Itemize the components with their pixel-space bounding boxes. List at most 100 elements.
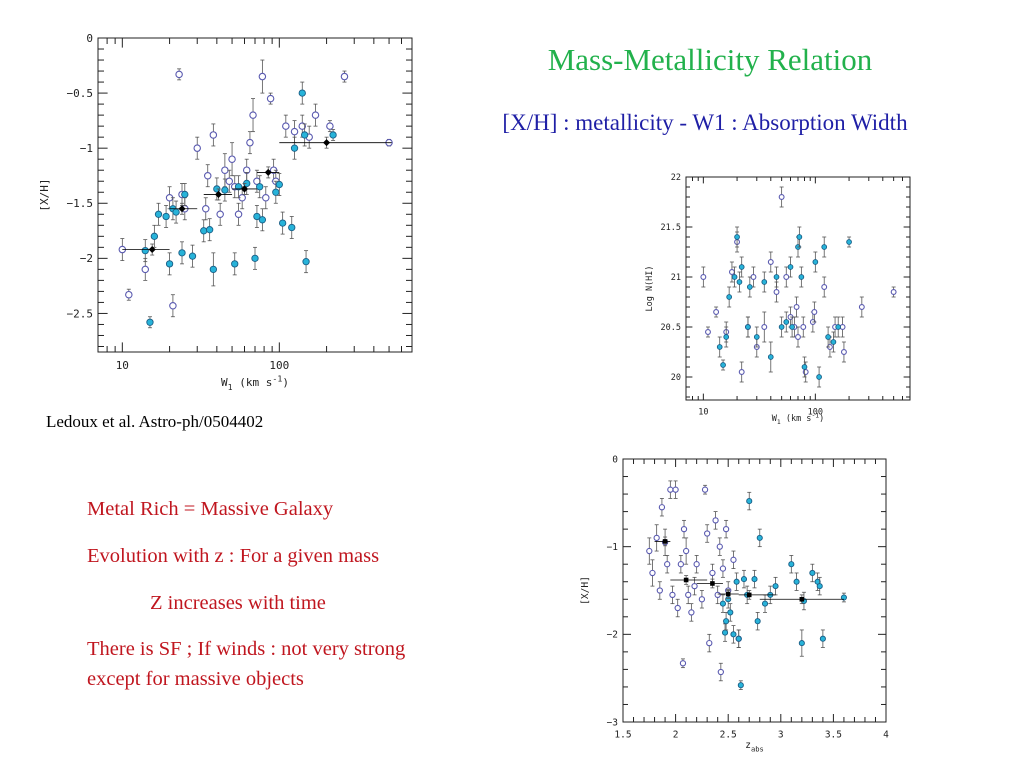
data-point-filled: [761, 600, 769, 607]
y-tick-label: 0: [612, 454, 618, 465]
data-point-open: [738, 369, 745, 375]
data-point-filled: [812, 259, 819, 265]
y-tick-label: 22: [671, 173, 681, 183]
data-point-open: [175, 70, 183, 79]
data-point-filled: [761, 279, 768, 285]
data-point-filled: [730, 631, 737, 638]
data-point-open: [704, 530, 711, 537]
data-point-open: [225, 177, 234, 185]
data-point-filled: [796, 234, 803, 240]
data-point-open: [840, 349, 847, 355]
data-point-open: [821, 284, 828, 290]
y-axis-label: Log N(HI): [645, 265, 655, 311]
data-point-filled: [141, 246, 149, 255]
data-point-filled: [209, 265, 217, 274]
x-tick-label: 3: [778, 730, 784, 741]
data-point-filled: [721, 629, 729, 636]
data-point-filled: [753, 334, 760, 340]
data-point-open: [298, 122, 307, 130]
data-point-open: [262, 194, 270, 202]
data-point-open: [669, 591, 676, 599]
data-point-filled: [234, 183, 243, 191]
data-point-open: [706, 639, 713, 647]
data-point-open: [688, 609, 695, 616]
data-point-filled: [288, 223, 296, 232]
data-point-filled: [206, 226, 214, 234]
data-point-binned: [662, 539, 668, 544]
data-point-open: [691, 582, 698, 590]
y-tick-label: 20: [671, 373, 681, 383]
data-point-filled: [165, 260, 174, 268]
data-point-filled: [290, 144, 299, 152]
data-point-filled: [772, 583, 779, 590]
data-point-open: [677, 561, 685, 568]
data-point-binned: [178, 205, 186, 213]
data-point-binned: [746, 592, 752, 598]
x-tick-label: 100: [269, 359, 289, 372]
data-point-binned: [148, 246, 156, 254]
y-tick-label: −2: [80, 252, 93, 265]
data-point-filled: [278, 219, 287, 227]
y-tick-label: 20.5: [661, 323, 681, 333]
data-point-binned: [710, 581, 715, 586]
data-point-filled: [793, 578, 800, 585]
data-point-open: [811, 309, 818, 315]
x-tick-label: 1.5: [614, 730, 631, 741]
data-point-filled: [801, 364, 808, 370]
data-point-filled: [783, 319, 790, 325]
data-point-filled: [825, 334, 831, 340]
data-point-open: [709, 569, 716, 577]
data-point-filled: [738, 264, 745, 270]
data-point-open: [193, 144, 201, 152]
data-point-filled: [778, 324, 785, 330]
data-point-open: [773, 289, 780, 295]
data-point-open: [679, 660, 687, 667]
data-point-filled: [720, 362, 726, 368]
data-point-open: [716, 543, 723, 550]
y-tick-label: −1: [607, 542, 619, 553]
data-point-filled: [754, 618, 761, 625]
y-tick-label: 21: [671, 273, 681, 283]
data-point-open: [649, 569, 656, 577]
data-point-filled: [840, 594, 847, 601]
data-point-open: [700, 274, 707, 280]
data-point-open: [202, 205, 210, 213]
data-point-open: [705, 329, 711, 335]
data-point-filled: [798, 274, 805, 280]
data-point-open: [674, 604, 681, 612]
data-point-open: [249, 111, 257, 119]
data-point-open: [125, 290, 133, 299]
data-point-open: [761, 324, 768, 330]
slide-subtitle: [X/H] : metallicity - W1 : Absorption Wi…: [502, 110, 908, 135]
data-point-filled: [734, 234, 740, 240]
data-point-filled: [251, 254, 259, 263]
data-point-filled: [154, 210, 163, 218]
data-point-filled: [231, 260, 239, 268]
y-tick-label: 0: [86, 32, 93, 45]
x-axis-label: zabs: [745, 740, 764, 753]
bullet-star-formation: There is SF ; If winds : not very strong: [87, 638, 406, 660]
data-point-filled: [188, 252, 197, 260]
data-point-binned: [799, 596, 805, 602]
bullet-massive-objects: except for massive objects: [87, 668, 304, 690]
data-point-filled: [736, 279, 743, 285]
data-point-open: [169, 301, 177, 310]
data-point-open: [719, 565, 727, 572]
data-point-open: [680, 525, 688, 533]
data-point-filled: [731, 274, 738, 280]
data-point-open: [730, 556, 737, 563]
data-point-filled: [329, 131, 337, 139]
data-point-open: [778, 194, 785, 200]
data-point-filled: [746, 284, 753, 290]
y-axis-label: [X/H]: [38, 178, 51, 211]
x-tick-label: 10: [116, 359, 129, 372]
data-point-open: [793, 304, 800, 310]
data-point-open: [290, 127, 299, 136]
data-point-filled: [253, 212, 261, 221]
data-point-binned: [264, 168, 272, 176]
data-point-filled: [256, 183, 264, 191]
data-point-filled: [301, 131, 309, 139]
data-point-filled: [735, 635, 742, 642]
